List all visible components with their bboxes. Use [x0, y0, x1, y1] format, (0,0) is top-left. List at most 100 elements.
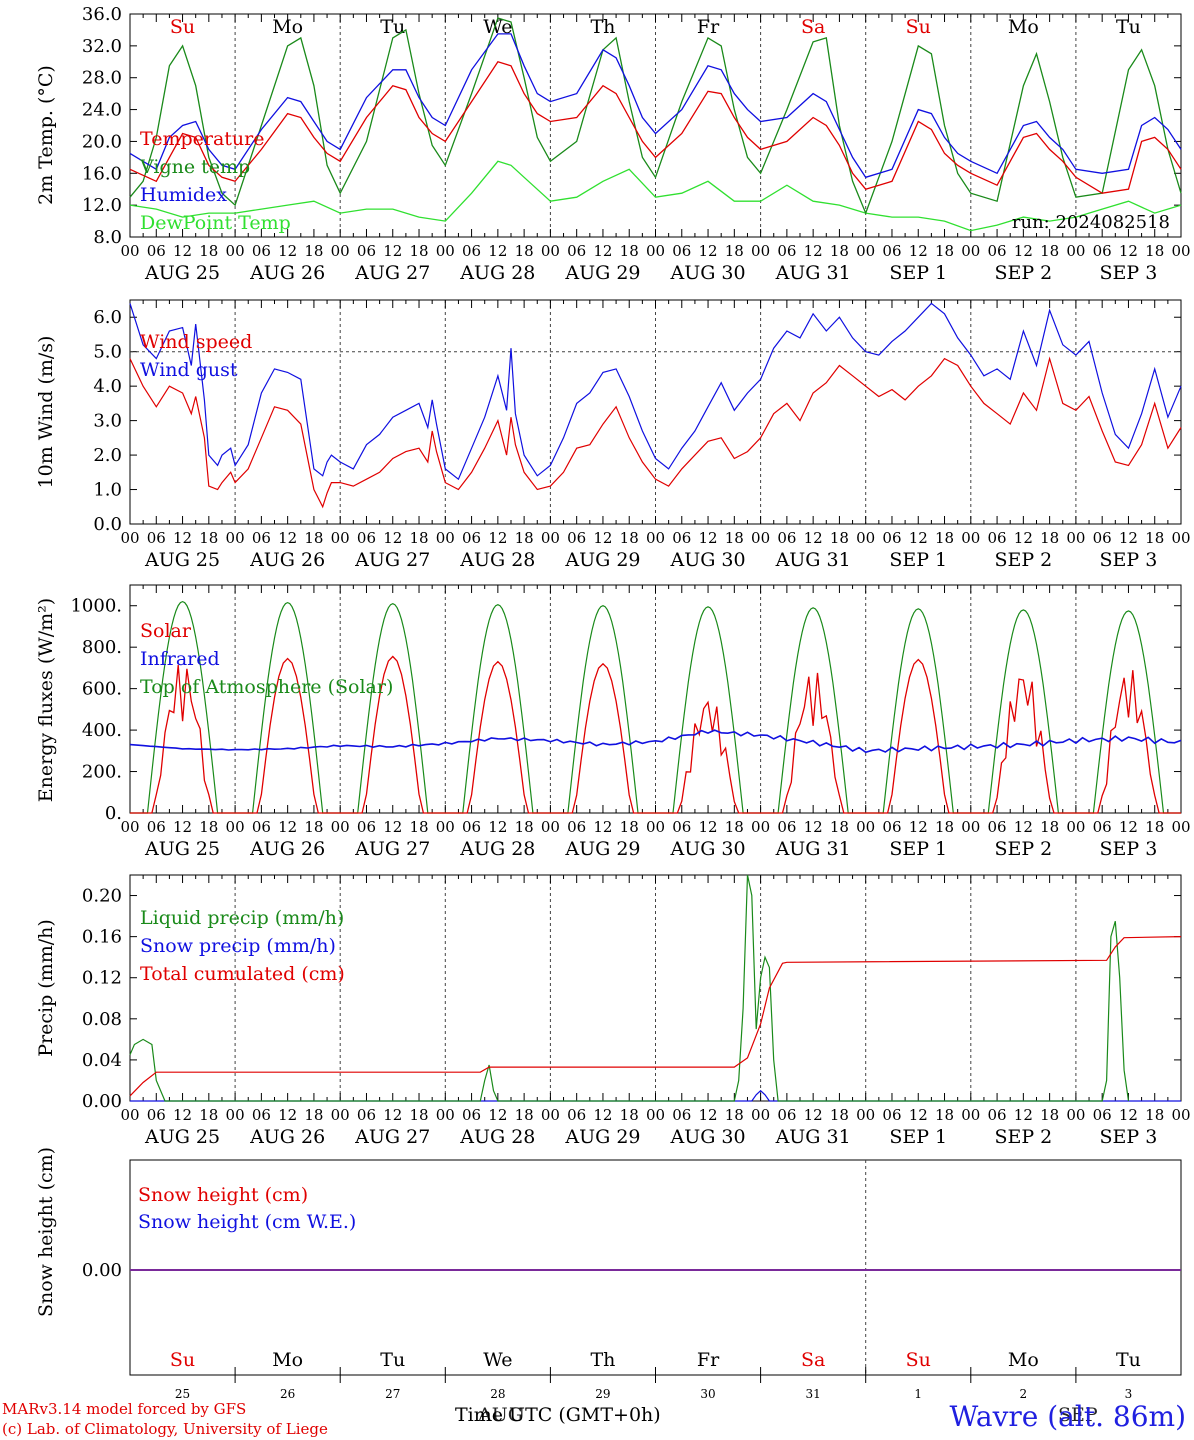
weekday-label: Su [170, 16, 195, 38]
hour-tick-label: 18 [199, 818, 218, 836]
hour-tick-label: 18 [1145, 1106, 1164, 1124]
series-line [129, 17, 1182, 215]
hour-tick-label: 18 [409, 1106, 428, 1124]
y-tick-label: 1.0 [93, 480, 122, 501]
hour-tick-label: 06 [567, 242, 586, 260]
hour-tick-label: 06 [988, 242, 1007, 260]
date-label: AUG 27 [354, 549, 430, 571]
y-tick-label: 24.0 [82, 100, 122, 121]
y-tick-label: 600. [82, 679, 122, 700]
series-line [130, 1089, 1181, 1102]
hour-tick-label: 12 [278, 242, 297, 260]
weekday-label: Tu [380, 16, 405, 38]
hour-tick-label: 00 [226, 529, 245, 547]
hour-tick-label: 18 [725, 1106, 744, 1124]
hour-tick-label: 00 [120, 242, 139, 260]
hour-tick-label: 18 [304, 1106, 323, 1124]
hour-tick-label: 00 [1066, 242, 1085, 260]
date-label: AUG 29 [564, 549, 640, 571]
hour-tick-label: 00 [226, 818, 245, 836]
hour-tick-label: 00 [331, 242, 350, 260]
hour-tick-label: 18 [304, 242, 323, 260]
hour-tick-label: 12 [1119, 529, 1138, 547]
legend-entry: Infrared [140, 648, 220, 670]
panel-frame [129, 299, 1182, 525]
y-tick-label: 6.0 [93, 307, 122, 328]
hour-tick-label: 00 [436, 818, 455, 836]
y-tick-label: 0.00 [82, 1091, 122, 1112]
hour-tick-label: 00 [961, 1106, 980, 1124]
hour-tick-label: 00 [541, 818, 560, 836]
hour-tick-label: 12 [909, 1106, 928, 1124]
hour-tick-label: 18 [725, 242, 744, 260]
hour-tick-label: 12 [1014, 529, 1033, 547]
hour-tick-label: 00 [751, 818, 770, 836]
date-label: SEP 3 [1100, 838, 1158, 860]
hour-tick-label: 12 [909, 818, 928, 836]
hour-tick-label: 06 [672, 1106, 691, 1124]
hour-tick-label: 12 [1014, 242, 1033, 260]
date-label: AUG 29 [564, 262, 640, 284]
hour-tick-label: 00 [646, 242, 665, 260]
date-label: AUG 25 [144, 1126, 220, 1148]
y-tick-label: 16.0 [82, 163, 122, 184]
hour-tick-label: 06 [462, 242, 481, 260]
hour-tick-label: 06 [1093, 1106, 1112, 1124]
hour-tick-label: 12 [699, 818, 718, 836]
date-label: AUG 27 [354, 262, 430, 284]
hour-tick-label: 12 [804, 242, 823, 260]
hour-tick-label: 06 [882, 1106, 901, 1124]
hour-tick-label: 18 [199, 242, 218, 260]
legend-entry: Solar [140, 620, 192, 642]
hour-tick-label: 06 [672, 529, 691, 547]
hour-tick-label: 18 [935, 1106, 954, 1124]
y-tick-label: 5.0 [93, 342, 122, 363]
day-number-label: 27 [385, 1387, 400, 1401]
hour-tick-label: 00 [120, 818, 139, 836]
panel-2: 10m Wind (m/s) 0.0 1.0 2.0 3.0 4.0 5.0 6.0 00 06 1… [35, 299, 1191, 571]
date-label: AUG 30 [669, 838, 745, 860]
series-line [129, 61, 1182, 194]
hour-tick-label: 18 [620, 1106, 639, 1124]
date-label: SEP 2 [994, 1126, 1052, 1148]
series-line [129, 874, 1130, 1102]
y-tick-label: 0.00 [82, 1260, 122, 1281]
hour-tick-label: 06 [567, 1106, 586, 1124]
y-tick-label: 20.0 [82, 131, 122, 152]
weekday-label: Tu [1116, 16, 1141, 38]
panel-4: Precip (mm/h) 0.00 0.04 0.08 0.12 0.16 0.20 00 0… [35, 874, 1191, 1148]
hour-tick-label: 06 [882, 818, 901, 836]
hour-tick-label: 00 [1066, 1106, 1085, 1124]
day-number-label: 3 [1125, 1387, 1133, 1401]
y-tick-label: 0.16 [82, 927, 122, 948]
date-label: AUG 30 [669, 262, 745, 284]
hour-tick-label: 06 [1093, 529, 1112, 547]
y-tick-label: 8.0 [93, 227, 122, 248]
date-label: SEP 1 [889, 1126, 947, 1148]
hour-tick-label: 06 [357, 242, 376, 260]
weekday-label: Mo [1008, 1349, 1039, 1371]
legend-entry: Snow height (cm) [138, 1184, 308, 1206]
hour-tick-label: 12 [804, 818, 823, 836]
day-number-label: 25 [175, 1387, 190, 1401]
hour-tick-label: 12 [699, 529, 718, 547]
y-tick-label: 2.0 [93, 445, 122, 466]
hour-tick-label: 00 [1066, 529, 1085, 547]
y-axis-label: 2m Temp. (°C) [35, 65, 57, 205]
legend-entry: Snow precip (mm/h) [140, 935, 336, 957]
hour-tick-label: 06 [252, 242, 271, 260]
hour-tick-label: 00 [856, 242, 875, 260]
y-axis-label: Snow height (cm) [35, 1147, 57, 1317]
hour-tick-label: 06 [988, 1106, 1007, 1124]
date-label: AUG 30 [669, 1126, 745, 1148]
date-label: AUG 28 [459, 838, 535, 860]
hour-tick-label: 12 [173, 529, 192, 547]
hour-tick-label: 18 [620, 242, 639, 260]
y-tick-label: 0.04 [82, 1050, 122, 1071]
hour-tick-label: 12 [909, 242, 928, 260]
hour-tick-label: 00 [226, 242, 245, 260]
hour-tick-label: 06 [567, 818, 586, 836]
hour-tick-label: 12 [383, 242, 402, 260]
date-label: SEP 3 [1100, 262, 1158, 284]
